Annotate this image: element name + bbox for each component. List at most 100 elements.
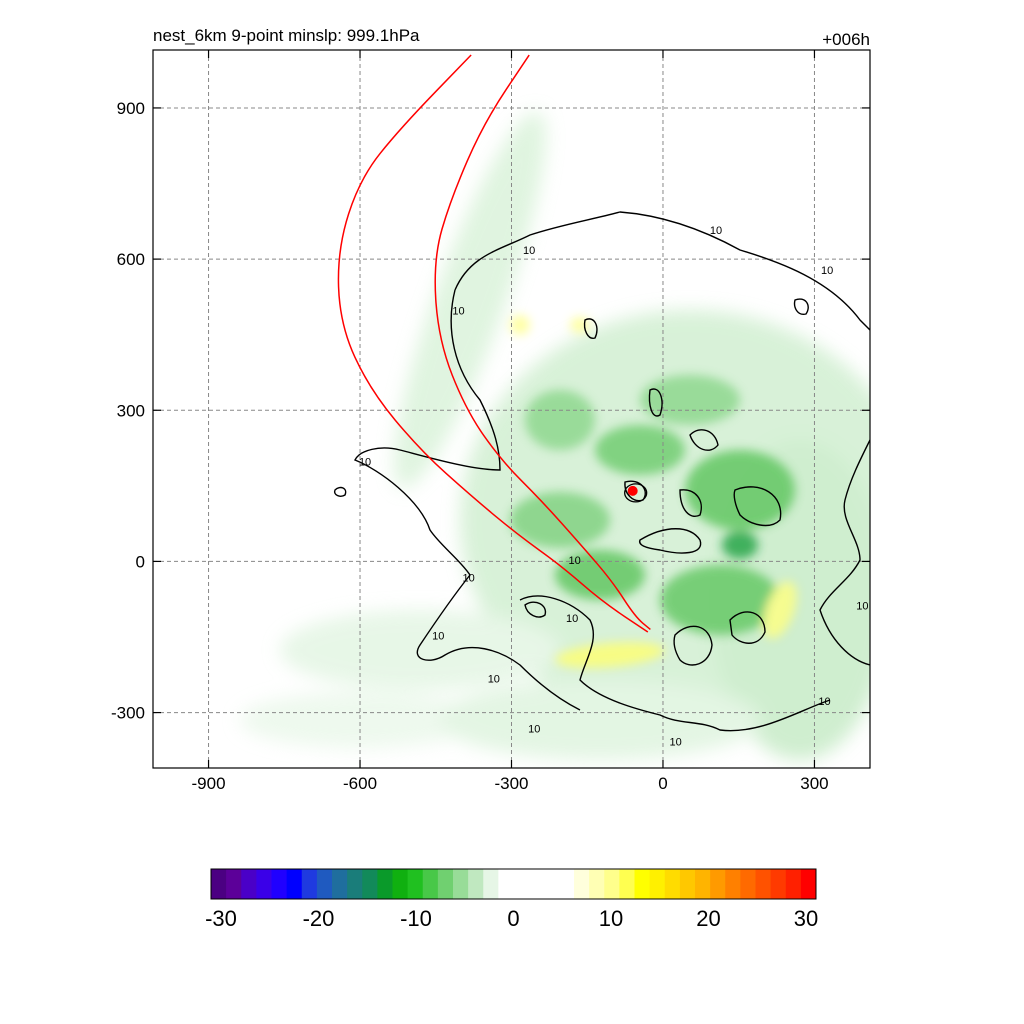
y-axis: 900 600 300 0 -300 (111, 99, 870, 723)
track-curves (337, 54, 651, 633)
colorbar-swatch (316, 869, 333, 899)
contour-label: 10 (462, 573, 474, 585)
contour-southwest (416, 574, 581, 711)
contour-label: 10 (432, 631, 444, 643)
contour-label: 10 (523, 245, 535, 257)
colorbar-swatch (800, 869, 817, 899)
colorbar-swatch (725, 869, 741, 899)
contour-blob-3 (583, 318, 598, 339)
colorbar-swatch (407, 869, 424, 899)
track-curve-2 (434, 54, 651, 631)
contour-label: 10 (568, 555, 580, 567)
colorbar-swatch (710, 869, 726, 899)
colorbar-swatch (377, 869, 393, 899)
contour-label: 10 (669, 736, 681, 748)
colorbar-swatch (226, 869, 242, 899)
colorbar-swatch (619, 869, 635, 899)
colorbar-swatch (362, 869, 378, 899)
colorbar-swatch (453, 869, 469, 899)
contour-label: 10 (818, 696, 830, 708)
contour-label: 10 (821, 265, 833, 277)
x-axis: -900 -600 -300 0 300 (192, 50, 829, 793)
contour-label: 10 (528, 724, 540, 736)
colorbar-swatch (649, 869, 666, 899)
x-tick-label: -600 (343, 774, 377, 793)
colorbar-swatch (483, 869, 499, 899)
contour-label: 10 (488, 673, 500, 685)
colorbar-tick-label: -10 (400, 906, 432, 931)
x-tick-label: -300 (494, 774, 528, 793)
colorbar-swatch (574, 869, 590, 899)
colorbar-swatch (498, 869, 514, 899)
plot-area: 10 10 10 10 10 10 10 10 10 10 10 10 10 10 (153, 50, 870, 768)
field-shading (240, 111, 870, 760)
colorbar-swatch (286, 869, 303, 899)
colorbar-swatch (271, 869, 288, 899)
colorbar-tick-label: 30 (794, 906, 818, 931)
colorbar-tick-label: 0 (507, 906, 519, 931)
colorbar-swatch (241, 869, 257, 899)
contour-inner-3 (689, 429, 719, 451)
colorbar: -30 -20 -10 0 10 20 30 (205, 868, 818, 931)
colorbar-swatch (468, 869, 484, 899)
contour-label: 10 (856, 600, 868, 612)
colorbar-labels: -30 -20 -10 0 10 20 30 (205, 906, 818, 931)
colorbar-swatch (664, 869, 681, 899)
contour-label: 10 (452, 306, 464, 318)
contour-blob-2 (524, 601, 547, 618)
colorbar-swatch (589, 869, 605, 899)
x-tick-label: -900 (192, 774, 226, 793)
colorbar-swatch (392, 869, 409, 899)
y-tick-label: 900 (117, 99, 145, 118)
colorbar-swatch (347, 869, 363, 899)
contour-inner-7 (729, 611, 766, 644)
colorbar-swatch (785, 869, 802, 899)
colorbar-swatches (211, 869, 817, 899)
contour-inner-5 (733, 486, 782, 527)
colorbar-swatch (755, 869, 772, 899)
contour-inner-6 (673, 625, 713, 666)
contour-blob-4 (793, 298, 809, 315)
colorbar-swatch (301, 869, 318, 899)
colorbar-swatch (422, 869, 439, 899)
colorbar-swatch (528, 869, 545, 899)
colorbar-swatch (634, 869, 651, 899)
contour-label: 10 (566, 613, 578, 625)
storm-center-contour (624, 483, 648, 503)
contour-label: 10 (710, 225, 722, 237)
colorbar-swatch (558, 869, 575, 899)
colorbar-tick-label: 10 (599, 906, 623, 931)
colorbar-swatch (770, 869, 787, 899)
contour-outer (454, 211, 870, 331)
y-tick-label: -300 (111, 704, 145, 723)
colorbar-swatch (604, 869, 620, 899)
contour-label: 10 (359, 457, 371, 469)
colorbar-tick-label: -20 (303, 906, 335, 931)
contour-blob-1 (333, 486, 347, 497)
forecast-hour-label: +006h (822, 30, 870, 49)
storm-center-marker (627, 485, 638, 496)
colorbar-frame (210, 868, 817, 900)
colorbar-swatch (256, 869, 272, 899)
y-tick-label: 300 (117, 401, 145, 420)
colorbar-swatch (695, 869, 711, 899)
x-tick-label: 0 (658, 774, 667, 793)
x-tick-label: 300 (800, 774, 828, 793)
contour-south (519, 595, 831, 732)
contour-inner-1 (638, 528, 702, 554)
chart-title: nest_6km 9-point minslp: 999.1hPa (153, 26, 420, 45)
contour-inner-4 (648, 388, 663, 417)
colorbar-swatch (740, 869, 756, 899)
y-tick-label: 0 (136, 552, 145, 571)
track-curve-1 (337, 54, 649, 633)
colorbar-tick-label: -30 (205, 906, 237, 931)
grid-lines (153, 50, 870, 768)
contour-inner-2 (679, 489, 702, 517)
contour-lines (333, 211, 870, 732)
y-tick-label: 600 (117, 250, 145, 269)
colorbar-swatch (332, 869, 348, 899)
colorbar-tick-label: 20 (696, 906, 720, 931)
colorbar-swatch (679, 869, 696, 899)
colorbar-swatch (437, 869, 454, 899)
